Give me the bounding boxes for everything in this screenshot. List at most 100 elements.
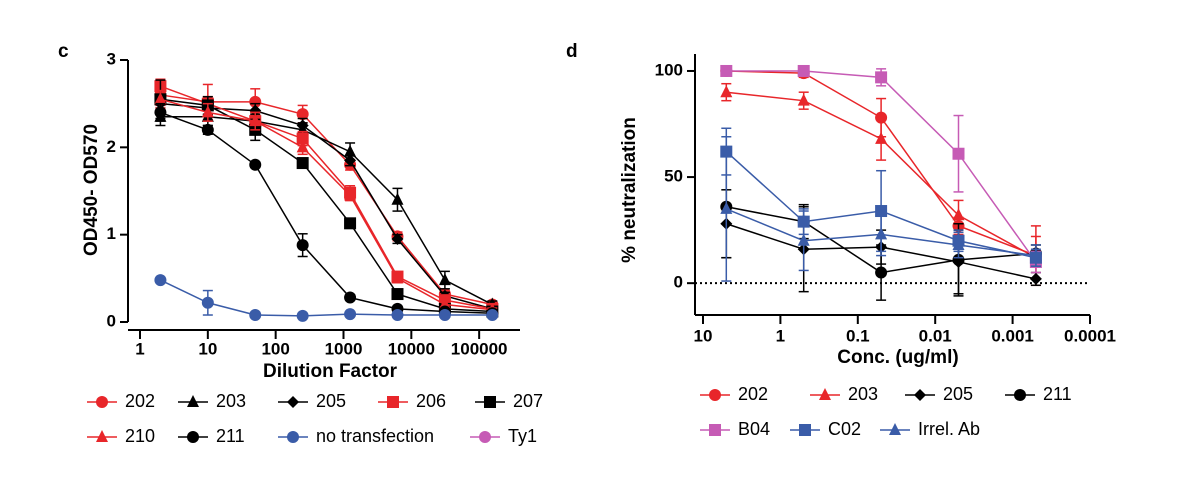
legend-marker bbox=[709, 389, 721, 401]
legend-label: 203 bbox=[848, 384, 878, 404]
marker bbox=[296, 309, 309, 322]
marker bbox=[296, 157, 309, 170]
marker bbox=[797, 93, 810, 106]
x-tick-label: 100000 bbox=[451, 339, 508, 358]
y-axis-title: OD450- OD570 bbox=[81, 124, 102, 256]
y-axis-title: % neutralization bbox=[619, 117, 640, 263]
marker bbox=[1029, 272, 1042, 285]
legend-label: Ty1 bbox=[508, 426, 537, 446]
marker bbox=[249, 114, 262, 127]
panel-label: d bbox=[566, 41, 578, 62]
marker bbox=[249, 309, 262, 322]
legend-label: B04 bbox=[738, 419, 770, 439]
y-tick-label: 50 bbox=[664, 167, 683, 186]
marker bbox=[875, 266, 888, 279]
x-tick-label: 100 bbox=[261, 339, 289, 358]
x-tick-label: 1 bbox=[135, 339, 144, 358]
marker bbox=[201, 296, 214, 309]
y-tick-label: 0 bbox=[107, 311, 116, 330]
marker bbox=[438, 309, 451, 322]
marker bbox=[154, 92, 167, 105]
y-tick-label: 1 bbox=[107, 224, 116, 243]
legend-marker bbox=[96, 430, 108, 442]
y-tick-label: 2 bbox=[107, 137, 116, 156]
legend-label: 202 bbox=[738, 384, 768, 404]
marker bbox=[797, 64, 810, 77]
x-tick-label: 1000 bbox=[325, 339, 363, 358]
marker bbox=[391, 233, 404, 246]
marker bbox=[201, 123, 214, 136]
marker bbox=[249, 95, 262, 108]
marker bbox=[344, 308, 357, 321]
marker bbox=[1029, 248, 1042, 261]
marker bbox=[720, 85, 733, 98]
legend-marker bbox=[819, 388, 831, 400]
marker bbox=[296, 132, 309, 145]
marker bbox=[720, 201, 733, 214]
x-tick-label: 0.001 bbox=[991, 326, 1034, 345]
legend-marker bbox=[287, 431, 299, 443]
legend-marker bbox=[709, 424, 721, 436]
marker bbox=[296, 119, 309, 132]
x-axis-title: Conc. (ug/ml) bbox=[837, 347, 958, 368]
series-line bbox=[160, 116, 493, 306]
legend-marker bbox=[889, 423, 901, 435]
x-tick-label: 0.01 bbox=[919, 326, 952, 345]
marker bbox=[154, 106, 167, 119]
marker bbox=[296, 108, 309, 121]
marker bbox=[391, 192, 404, 205]
series-line bbox=[160, 85, 493, 310]
panel-label: c bbox=[58, 41, 69, 62]
marker bbox=[296, 140, 309, 153]
series-line bbox=[160, 98, 493, 313]
marker bbox=[952, 253, 965, 266]
x-tick-label: 0.0001 bbox=[1064, 326, 1116, 345]
x-tick-label: 1 bbox=[776, 326, 785, 345]
legend-label: 210 bbox=[125, 426, 155, 446]
legend-marker bbox=[287, 396, 299, 408]
marker bbox=[486, 309, 499, 322]
legend-marker bbox=[479, 431, 491, 443]
marker bbox=[875, 205, 888, 218]
marker bbox=[952, 147, 965, 160]
series-line bbox=[160, 279, 493, 317]
marker bbox=[391, 271, 404, 284]
legend-marker bbox=[96, 396, 108, 408]
legend-marker bbox=[187, 431, 199, 443]
series-line bbox=[160, 111, 493, 315]
legend-label: 202 bbox=[125, 391, 155, 411]
marker bbox=[249, 104, 262, 117]
y-tick-label: 0 bbox=[674, 273, 683, 292]
marker bbox=[720, 64, 733, 77]
marker bbox=[952, 237, 965, 250]
legend-label: C02 bbox=[828, 419, 861, 439]
legend-label: no transfection bbox=[316, 426, 434, 446]
marker bbox=[344, 188, 357, 201]
legend-marker bbox=[484, 396, 496, 408]
marker bbox=[344, 144, 357, 157]
marker bbox=[952, 208, 965, 221]
marker bbox=[875, 71, 888, 84]
x-tick-label: 10000 bbox=[388, 339, 435, 358]
legend-marker bbox=[914, 389, 926, 401]
legend-label: 207 bbox=[513, 391, 543, 411]
legend-marker bbox=[187, 395, 199, 407]
legend-label: 205 bbox=[943, 384, 973, 404]
marker bbox=[344, 154, 357, 167]
legend-label: 211 bbox=[1043, 384, 1072, 404]
series-line bbox=[160, 94, 493, 306]
marker bbox=[296, 239, 309, 252]
marker bbox=[797, 233, 810, 246]
marker bbox=[344, 291, 357, 304]
legend-label: 203 bbox=[216, 391, 246, 411]
legend-label: Irrel. Ab bbox=[918, 419, 980, 439]
marker bbox=[249, 158, 262, 171]
legend-label: 205 bbox=[316, 391, 346, 411]
marker bbox=[391, 288, 404, 301]
x-axis-title: Dilution Factor bbox=[263, 361, 398, 382]
legend-label: 206 bbox=[416, 391, 446, 411]
legend-marker bbox=[1014, 389, 1026, 401]
marker bbox=[438, 273, 451, 286]
marker bbox=[344, 217, 357, 230]
